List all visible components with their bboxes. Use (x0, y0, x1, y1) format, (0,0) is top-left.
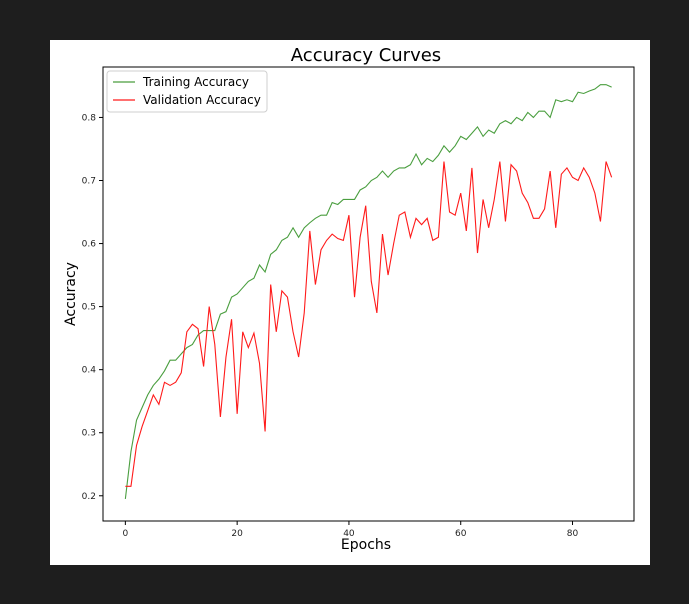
chart-figure: Accuracy Curves 0 20 40 60 80 0.2 0.3 0.4 0.5 0.… (50, 40, 650, 565)
y-tick-label: 0.6 (82, 240, 97, 250)
x-tick-label: 40 (343, 529, 355, 539)
y-tick-label: 0.4 (82, 366, 97, 376)
x-tick-label: 60 (455, 529, 467, 539)
legend-label-validation: Validation Accuracy (143, 93, 261, 107)
plot-area-frame (102, 66, 635, 522)
accuracy-chart: Accuracy Curves 0 20 40 60 80 0.20.30.40.50.… (63, 45, 635, 553)
legend-label-training: Training Accuracy (142, 75, 249, 89)
y-tick-label: 0.7 (82, 177, 96, 187)
x-tick-label: 0 (122, 529, 128, 539)
y-tick-label: 0.5 (82, 303, 96, 313)
chart-title: Accuracy Curves (291, 45, 441, 66)
legend-frame (106, 70, 268, 113)
y-tick-label: 0.2 (82, 492, 96, 502)
plot-lines (124, 84, 613, 499)
x-axis-label: Epochs (341, 537, 391, 553)
y-tick-label: 0.8 (82, 113, 97, 123)
y-tick-label: 0.3 (82, 429, 96, 439)
y-axis-ticks: 0.2 0.3 0.4 0.5 0.6 0.7 0.8 (82, 113, 103, 502)
legend: Training Accuracy Validation Accuracy (106, 70, 268, 113)
series-line-validation-accuracy (125, 161, 613, 487)
y-axis-label: Accuracy (63, 262, 79, 326)
x-tick-label: 80 (567, 529, 579, 539)
x-tick-label: 20 (231, 529, 243, 539)
x-axis-ticks: 0 20 40 60 80 (122, 521, 579, 539)
series-line-training-accuracy (124, 84, 612, 499)
